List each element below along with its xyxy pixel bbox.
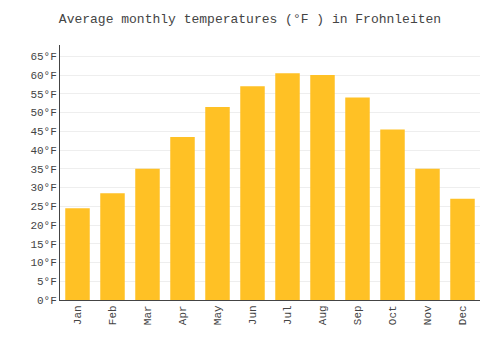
svg-text:Aug: Aug	[317, 305, 329, 325]
svg-text:55°F: 55°F	[30, 89, 56, 101]
svg-text:Oct: Oct	[387, 305, 399, 325]
svg-text:Mar: Mar	[142, 305, 154, 325]
svg-text:Jun: Jun	[247, 305, 259, 325]
svg-text:30°F: 30°F	[30, 182, 56, 194]
svg-text:Dec: Dec	[457, 305, 469, 325]
svg-text:35°F: 35°F	[30, 164, 56, 176]
svg-text:Nov: Nov	[422, 305, 434, 325]
svg-text:20°F: 20°F	[30, 220, 56, 232]
svg-text:Feb: Feb	[107, 305, 119, 325]
svg-text:Jul: Jul	[282, 305, 294, 325]
svg-text:50°F: 50°F	[30, 107, 56, 119]
svg-text:Sep: Sep	[352, 305, 364, 325]
svg-text:65°F: 65°F	[30, 51, 56, 63]
svg-text:60°F: 60°F	[30, 70, 56, 82]
svg-text:40°F: 40°F	[30, 145, 56, 157]
svg-text:Jan: Jan	[72, 305, 84, 325]
svg-text:Average monthly temperatures (: Average monthly temperatures (°F ) in Fr…	[59, 12, 441, 27]
svg-text:10°F: 10°F	[30, 257, 56, 269]
svg-text:25°F: 25°F	[30, 201, 56, 213]
svg-text:5°F: 5°F	[37, 276, 57, 288]
svg-text:May: May	[212, 305, 224, 325]
svg-text:45°F: 45°F	[30, 126, 56, 138]
svg-text:0°F: 0°F	[37, 295, 57, 307]
svg-text:Apr: Apr	[177, 305, 189, 325]
svg-text:15°F: 15°F	[30, 239, 56, 251]
